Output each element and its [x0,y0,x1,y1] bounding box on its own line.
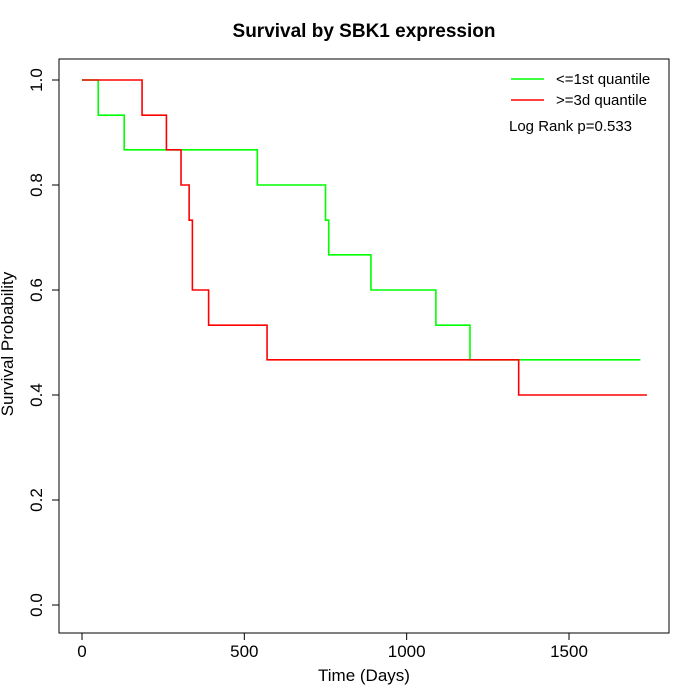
x-tick-label: 500 [230,642,258,661]
legend-label-low-quantile: <=1st quantile [556,71,650,88]
y-tick-label: 0.2 [27,488,46,512]
x-axis: 0 500 1000 1500 [77,632,588,661]
chart-title: Survival by SBK1 expression [233,21,496,42]
x-tick-label: 0 [77,642,86,661]
series-line-low-quantile [82,79,641,361]
log-rank-annotation: Log Rank p=0.533 [509,118,632,135]
legend: <=1st quantile >=3d quantile [511,71,650,109]
y-tick-label: 0.6 [27,278,46,302]
legend-label-high-quantile: >=3d quantile [556,92,647,109]
y-axis: 0.0 0.2 0.4 0.6 0.8 1.0 [27,68,60,617]
x-axis-label: Time (Days) [318,666,410,685]
y-tick-label: 0.0 [27,593,46,617]
series-layer [82,79,647,396]
x-tick-label: 1000 [388,642,426,661]
series-line-high-quantile [82,79,647,396]
y-tick-label: 0.4 [27,383,46,407]
x-tick-label: 1500 [550,642,588,661]
y-axis-label: Survival Probability [0,271,17,416]
y-tick-label: 1.0 [27,68,46,92]
y-tick-label: 0.8 [27,173,46,197]
